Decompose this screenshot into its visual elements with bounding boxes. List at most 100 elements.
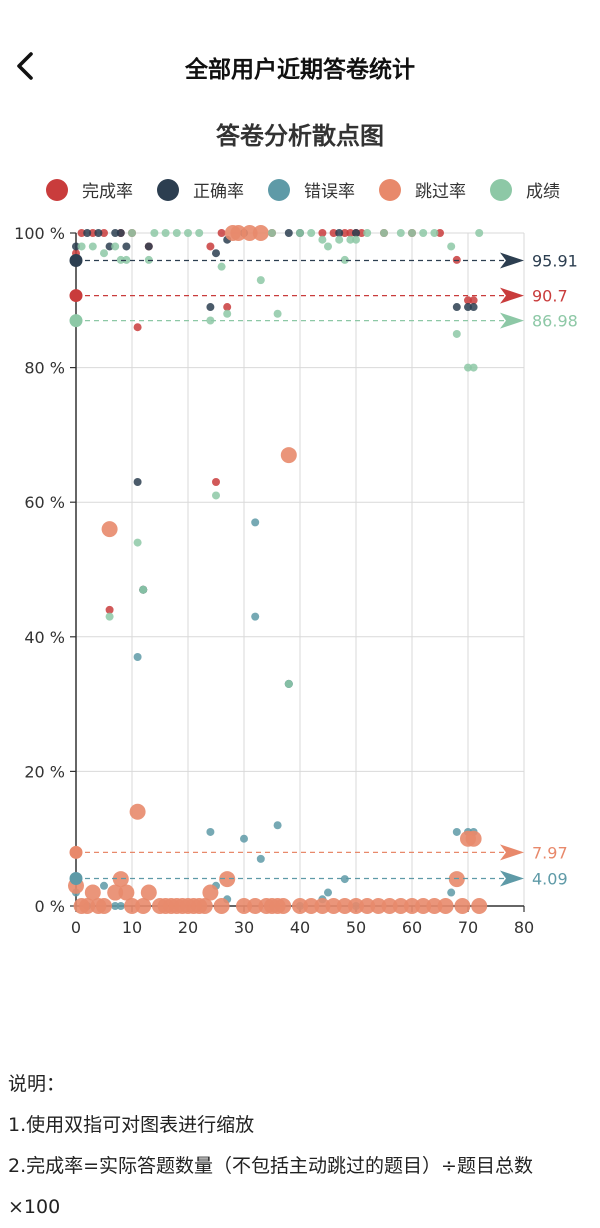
data-point bbox=[195, 229, 204, 237]
data-point bbox=[464, 303, 472, 312]
data-point bbox=[256, 854, 265, 863]
x-tick-label: 70 bbox=[458, 918, 478, 937]
mean-start-dot bbox=[69, 289, 83, 303]
data-point bbox=[284, 229, 293, 237]
y-tick-label: 20 % bbox=[24, 762, 65, 781]
mean-start-dot bbox=[69, 845, 83, 859]
data-point bbox=[94, 229, 103, 237]
data-point bbox=[105, 612, 114, 621]
data-point bbox=[116, 902, 125, 910]
data-point bbox=[464, 296, 472, 305]
notes-item-2: 2.完成率=实际答题数量（不包括主动跳过的题目）÷题目总数 bbox=[8, 1155, 533, 1177]
data-point bbox=[370, 898, 387, 914]
legend-label: 错误率 bbox=[304, 182, 355, 202]
data-point bbox=[336, 898, 353, 914]
data-point bbox=[340, 229, 349, 237]
data-point bbox=[202, 884, 219, 901]
data-point bbox=[426, 898, 443, 914]
data-point bbox=[118, 884, 135, 901]
data-point bbox=[469, 296, 478, 305]
data-point bbox=[83, 229, 92, 237]
data-point bbox=[213, 898, 230, 914]
data-point bbox=[150, 229, 159, 237]
data-point bbox=[318, 235, 327, 244]
page-title: 全部用户近期答卷统计 bbox=[185, 57, 415, 83]
data-point bbox=[469, 303, 478, 312]
data-point bbox=[325, 898, 342, 914]
data-point bbox=[139, 585, 148, 594]
data-point bbox=[129, 803, 146, 820]
data-point bbox=[447, 888, 456, 897]
y-tick-label: 60 % bbox=[24, 493, 65, 512]
data-point bbox=[133, 478, 142, 487]
legend-dot-completion bbox=[46, 178, 68, 201]
data-point bbox=[88, 242, 97, 251]
data-point bbox=[252, 225, 269, 241]
data-point bbox=[296, 229, 304, 237]
legend-item-skip[interactable]: 跳过率 bbox=[379, 177, 466, 202]
chart-legend: 完成率 正确率 错误率 跳过率 成绩 bbox=[46, 177, 584, 202]
data-point bbox=[112, 871, 129, 888]
legend-dot-error bbox=[268, 178, 290, 201]
data-point bbox=[273, 309, 282, 318]
x-tick-label: 60 bbox=[402, 918, 422, 937]
data-point bbox=[111, 242, 120, 251]
mean-value-label: 7.97 bbox=[532, 843, 568, 862]
data-point bbox=[107, 884, 124, 901]
data-point bbox=[116, 229, 125, 237]
data-point bbox=[133, 652, 142, 661]
data-point bbox=[128, 229, 136, 237]
data-point bbox=[335, 235, 344, 244]
legend-item-error[interactable]: 错误率 bbox=[268, 177, 355, 202]
legend-item-completion[interactable]: 完成率 bbox=[46, 177, 133, 202]
data-point bbox=[256, 276, 265, 285]
data-point bbox=[475, 229, 484, 237]
scatter-chart[interactable]: 0 10 20 30 40 50 60 70 80 0 % 20 % 40 % 60 % 80 % 100 … bbox=[0, 215, 600, 955]
data-point bbox=[465, 830, 482, 847]
legend-label: 成绩 bbox=[526, 182, 560, 202]
legend-dot-skip bbox=[379, 178, 401, 201]
x-tick-label: 40 bbox=[290, 918, 310, 937]
data-point bbox=[303, 898, 320, 914]
data-point bbox=[206, 827, 215, 836]
data-point bbox=[72, 242, 80, 251]
legend-label: 完成率 bbox=[82, 182, 133, 202]
data-point bbox=[240, 834, 248, 843]
data-point bbox=[172, 229, 181, 237]
mean-arrow-icon bbox=[500, 312, 524, 329]
mean-value-label: 4.09 bbox=[532, 869, 568, 888]
mean-value-label: 95.91 bbox=[532, 252, 578, 271]
data-point bbox=[236, 898, 252, 914]
y-tick-label: 80 % bbox=[24, 359, 65, 378]
legend-dot-accuracy bbox=[157, 178, 179, 201]
data-point bbox=[168, 898, 185, 914]
data-point bbox=[230, 225, 247, 241]
data-point bbox=[469, 363, 478, 372]
data-point bbox=[258, 898, 275, 914]
data-point bbox=[100, 249, 108, 258]
mean-start-dot bbox=[69, 871, 83, 885]
data-point bbox=[111, 902, 120, 910]
data-point bbox=[346, 229, 355, 237]
data-point bbox=[219, 871, 236, 888]
legend-item-score[interactable]: 成绩 bbox=[490, 177, 560, 202]
x-tick-label: 80 bbox=[514, 918, 534, 937]
back-arrow-icon[interactable] bbox=[8, 48, 44, 84]
data-point bbox=[217, 229, 226, 237]
legend-label: 正确率 bbox=[193, 182, 244, 202]
data-point bbox=[77, 229, 86, 237]
data-point bbox=[352, 235, 360, 244]
data-point bbox=[352, 229, 360, 237]
data-point bbox=[144, 242, 153, 251]
data-point bbox=[100, 229, 108, 237]
data-point bbox=[133, 538, 142, 547]
data-point bbox=[96, 898, 112, 914]
mean-start-dot bbox=[69, 254, 83, 268]
x-tick-label: 0 bbox=[71, 918, 81, 937]
data-point bbox=[241, 225, 258, 241]
x-tick-label: 30 bbox=[234, 918, 254, 937]
legend-item-accuracy[interactable]: 正确率 bbox=[157, 177, 244, 202]
data-point bbox=[212, 249, 220, 258]
mean-value-label: 86.98 bbox=[532, 312, 578, 331]
x-tick-label: 20 bbox=[178, 918, 198, 937]
